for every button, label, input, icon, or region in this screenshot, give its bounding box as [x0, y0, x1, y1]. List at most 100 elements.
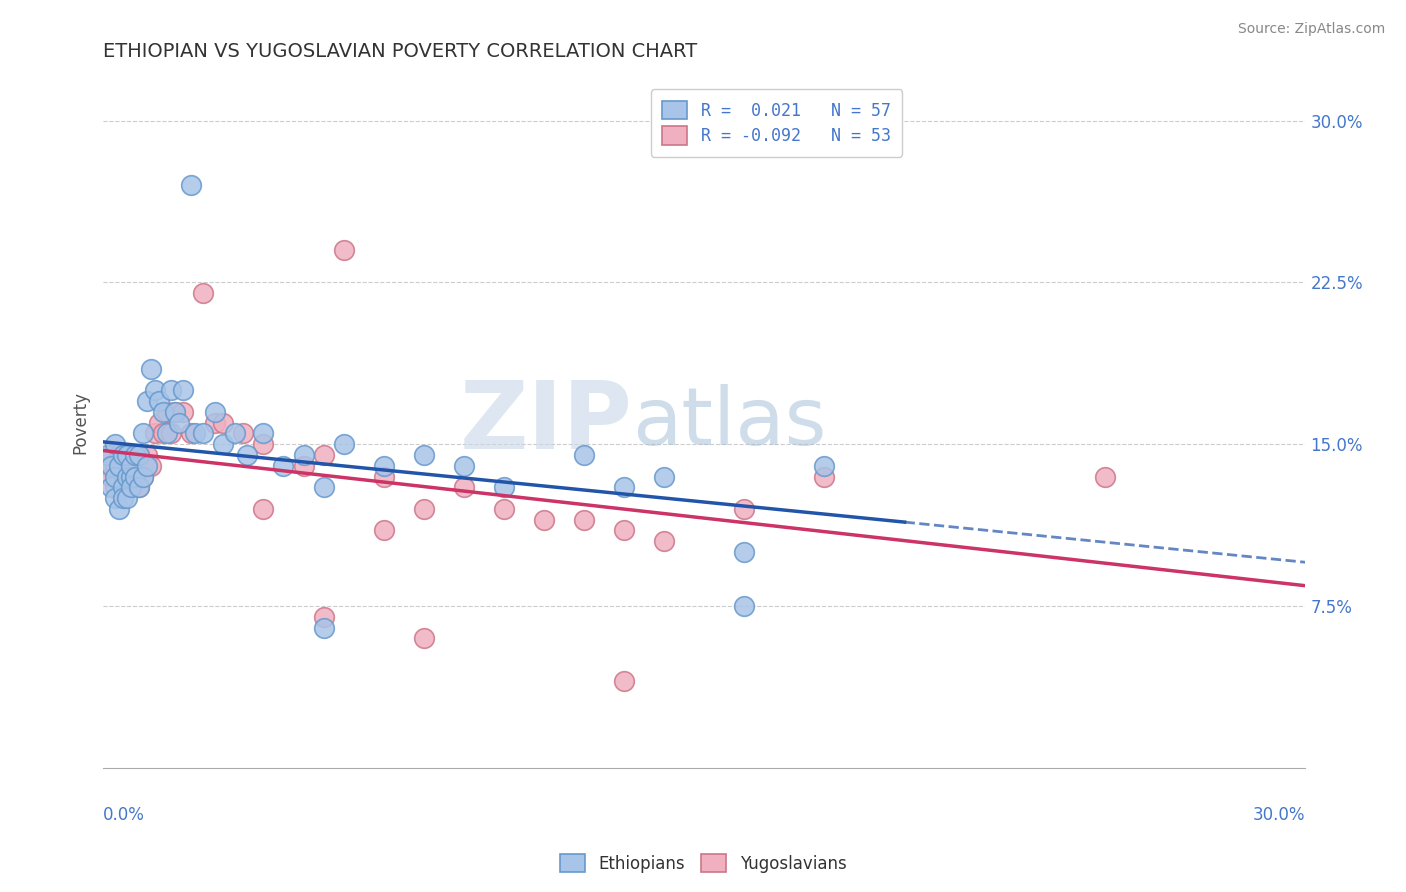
Point: [572, 513, 595, 527]
Point: [193, 426, 215, 441]
Point: [733, 502, 755, 516]
Point: [124, 448, 146, 462]
Point: [120, 469, 142, 483]
Point: [120, 458, 142, 473]
Point: [453, 458, 475, 473]
Text: ZIP: ZIP: [460, 376, 633, 468]
Point: [184, 426, 207, 441]
Point: [180, 426, 202, 441]
Point: [100, 458, 122, 473]
Point: [373, 524, 395, 538]
Point: [115, 469, 138, 483]
Point: [292, 448, 315, 462]
Point: [128, 448, 150, 462]
Point: [652, 534, 675, 549]
Point: [108, 448, 131, 462]
Point: [128, 480, 150, 494]
Point: [172, 384, 194, 398]
Point: [165, 405, 187, 419]
Point: [108, 469, 131, 483]
Point: [613, 480, 636, 494]
Point: [193, 286, 215, 301]
Text: 0.0%: 0.0%: [103, 805, 145, 823]
Point: [813, 458, 835, 473]
Point: [100, 448, 122, 462]
Point: [108, 458, 131, 473]
Point: [104, 458, 127, 473]
Point: [232, 426, 254, 441]
Point: [252, 437, 274, 451]
Point: [143, 426, 166, 441]
Point: [143, 384, 166, 398]
Point: [236, 448, 259, 462]
Point: [252, 502, 274, 516]
Point: [204, 405, 226, 419]
Point: [112, 480, 135, 494]
Point: [492, 502, 515, 516]
Point: [120, 480, 142, 494]
Point: [120, 458, 142, 473]
Point: [132, 469, 155, 483]
Point: [104, 480, 127, 494]
Point: [169, 416, 191, 430]
Point: [613, 524, 636, 538]
Point: [1094, 469, 1116, 483]
Point: [172, 405, 194, 419]
Y-axis label: Poverty: Poverty: [72, 392, 89, 454]
Point: [292, 458, 315, 473]
Point: [104, 469, 127, 483]
Point: [132, 458, 155, 473]
Point: [128, 448, 150, 462]
Point: [100, 469, 122, 483]
Point: [148, 394, 170, 409]
Point: [104, 437, 127, 451]
Point: [148, 416, 170, 430]
Point: [492, 480, 515, 494]
Point: [136, 458, 159, 473]
Point: [273, 458, 295, 473]
Point: [115, 448, 138, 462]
Point: [132, 469, 155, 483]
Point: [156, 405, 179, 419]
Point: [212, 437, 235, 451]
Point: [124, 469, 146, 483]
Point: [100, 480, 122, 494]
Point: [108, 502, 131, 516]
Point: [312, 621, 335, 635]
Point: [312, 480, 335, 494]
Point: [112, 480, 135, 494]
Text: 30.0%: 30.0%: [1253, 805, 1305, 823]
Point: [115, 448, 138, 462]
Point: [152, 426, 174, 441]
Point: [733, 599, 755, 613]
Point: [160, 426, 183, 441]
Point: [112, 491, 135, 505]
Point: [733, 545, 755, 559]
Point: [165, 405, 187, 419]
Point: [115, 469, 138, 483]
Point: [412, 448, 434, 462]
Text: Source: ZipAtlas.com: Source: ZipAtlas.com: [1237, 22, 1385, 37]
Point: [312, 609, 335, 624]
Point: [124, 469, 146, 483]
Point: [533, 513, 555, 527]
Point: [96, 448, 118, 462]
Point: [160, 384, 183, 398]
Point: [813, 469, 835, 483]
Point: [128, 480, 150, 494]
Point: [373, 469, 395, 483]
Point: [453, 480, 475, 494]
Point: [136, 448, 159, 462]
Point: [132, 426, 155, 441]
Point: [112, 448, 135, 462]
Point: [252, 426, 274, 441]
Point: [180, 178, 202, 193]
Point: [224, 426, 246, 441]
Point: [572, 448, 595, 462]
Point: [412, 632, 434, 646]
Point: [373, 458, 395, 473]
Point: [212, 416, 235, 430]
Point: [332, 437, 354, 451]
Point: [136, 394, 159, 409]
Point: [312, 448, 335, 462]
